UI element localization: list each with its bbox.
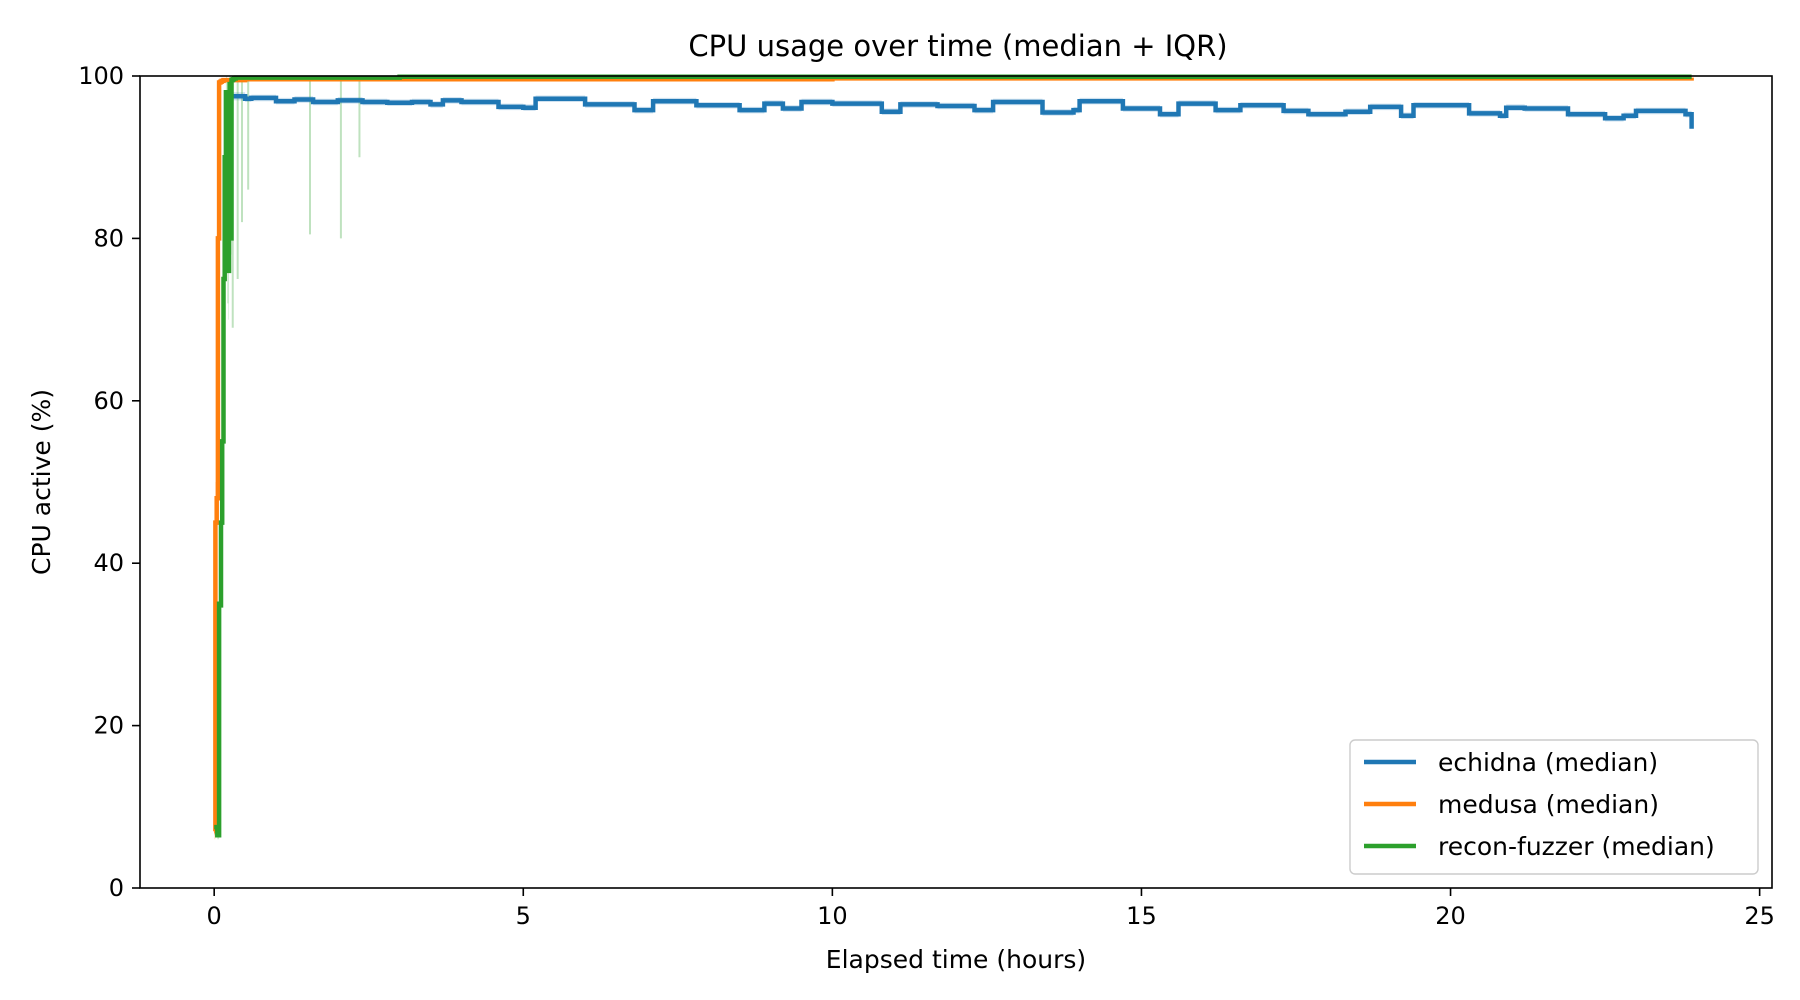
y-tick-label: 40 — [93, 549, 124, 577]
median-line-echidna-median — [226, 94, 1694, 129]
legend-label-medusa-median: medusa (median) — [1438, 790, 1659, 819]
median-line-recon-fuzzer-median — [214, 74, 1692, 838]
y-tick-label: 100 — [78, 62, 124, 90]
x-tick-label: 0 — [207, 902, 222, 930]
legend: echidna (median) medusa (median) recon-fuz… — [1349, 739, 1759, 875]
x-axis-label: Elapsed time (hours) — [826, 945, 1086, 974]
chart-title: CPU usage over time (median + IQR) — [688, 29, 1227, 63]
x-tick-label: 10 — [817, 902, 848, 930]
y-axis-label: CPU active (%) — [27, 389, 56, 575]
legend-label-recon-fuzzer-median: recon-fuzzer (median) — [1438, 832, 1715, 861]
y-axis-ticks: 0 20 40 60 80 100 — [78, 62, 140, 902]
y-tick-label: 60 — [93, 387, 124, 415]
median-lines — [213, 74, 1694, 838]
y-tick-label: 0 — [109, 874, 124, 902]
x-tick-label: 15 — [1126, 902, 1157, 930]
x-tick-label: 25 — [1744, 902, 1775, 930]
plot-frame — [139, 75, 1773, 889]
x-tick-label: 20 — [1435, 902, 1466, 930]
iqr-band-echidna-median — [226, 92, 1692, 132]
y-tick-label: 80 — [93, 224, 124, 252]
x-tick-label: 5 — [516, 902, 531, 930]
legend-label-echidna-median: echidna (median) — [1438, 748, 1658, 777]
x-axis-ticks: 0 5 10 15 20 25 — [207, 888, 1775, 930]
iqr-bands — [214, 76, 1692, 840]
legend-box — [1349, 739, 1759, 875]
y-tick-label: 20 — [93, 712, 124, 740]
